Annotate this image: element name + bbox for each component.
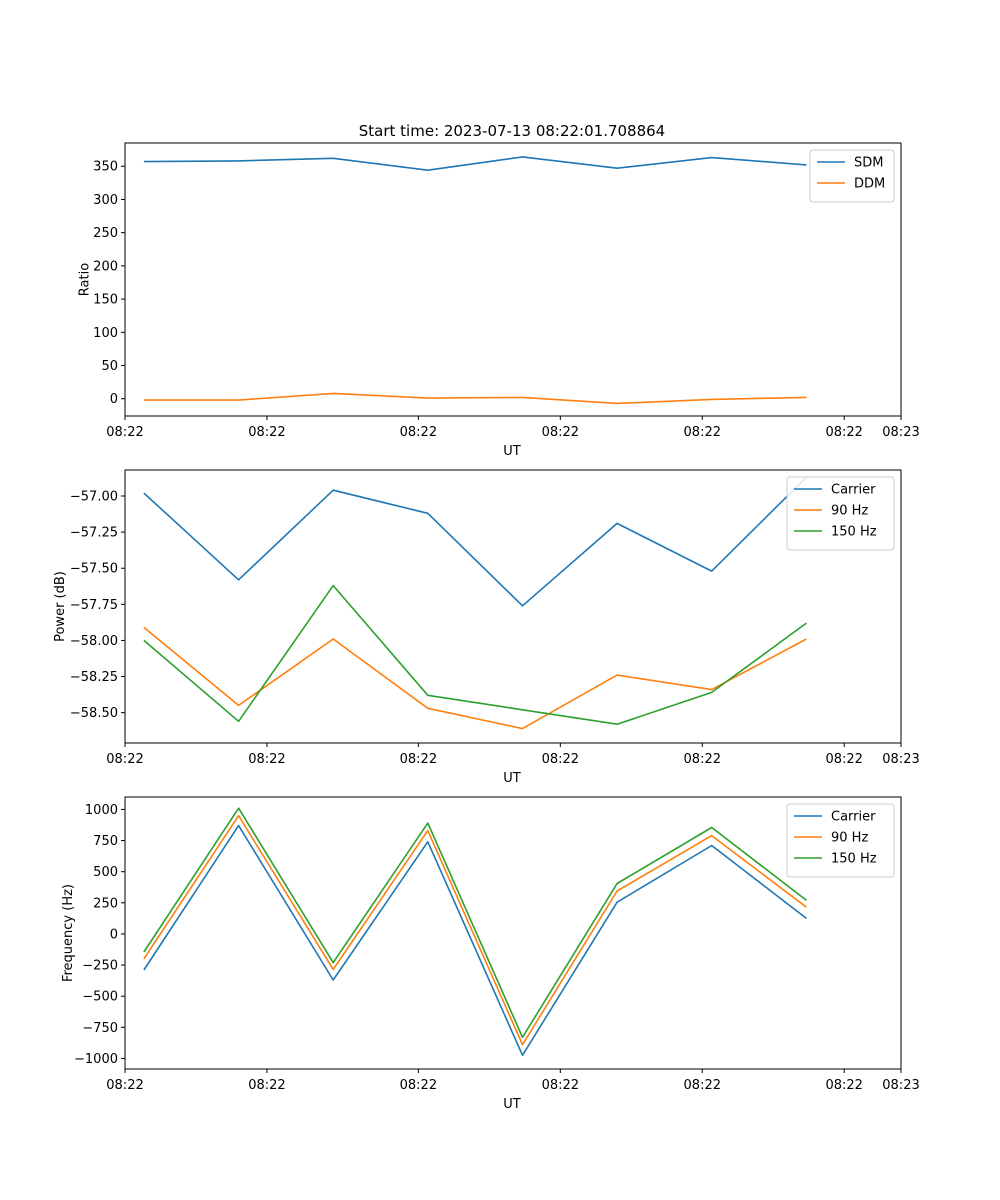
x-tick-label: 08:22: [684, 752, 721, 767]
y-tick-label: 1000: [85, 803, 118, 818]
legend-label: SDM: [854, 156, 883, 171]
panel-2: −58.50 −58.25 −58.00 −57.75 −57.50 −57.25 −57.…: [53, 469, 920, 786]
x-tick-label: 08:22: [248, 1078, 285, 1093]
legend-label: Carrier: [831, 810, 876, 825]
y-tick-label: −58.00: [70, 634, 118, 649]
series-line-sdm: [143, 156, 807, 171]
x-tick-label: 08:22: [106, 752, 143, 767]
figure-title: Start time: 2023-07-13 08:22:01.708864: [359, 122, 665, 140]
x-tick-label: 08:22: [684, 425, 721, 440]
y-tick-label: −750: [82, 1021, 118, 1036]
series-line-ddm: [143, 392, 807, 405]
x-tick-label: 08:22: [106, 425, 143, 440]
x-tick-label: 08:22: [825, 752, 862, 767]
y-tick-label: 300: [93, 193, 118, 208]
axes-frame: [124, 469, 902, 744]
x-tick-label: 08:22: [684, 1078, 721, 1093]
x-axis-label: UT: [503, 1097, 521, 1112]
panels: 0 50 100 150 200 250 300 350 08:22 08:22 08:22 08:2…: [53, 142, 920, 1112]
y-tick-label: −57.75: [70, 598, 118, 613]
y-tick-label: −500: [82, 990, 118, 1005]
legend-label: 150 Hz: [831, 525, 877, 540]
legend-label: 90 Hz: [831, 504, 868, 519]
x-tick-label: 08:22: [825, 425, 862, 440]
legend-label: DDM: [854, 177, 885, 192]
x-tick-label: 08:23: [882, 752, 919, 767]
series-line-150-hz: [143, 807, 807, 1039]
y-tick-label: −57.25: [70, 526, 118, 541]
x-axis-label: UT: [503, 444, 521, 459]
x-tick-label: 08:22: [542, 752, 579, 767]
y-axis-label: Ratio: [77, 263, 92, 296]
axes-frame: [124, 796, 902, 1070]
axes-frame: [124, 142, 902, 417]
x-tick-label: 08:22: [400, 1078, 437, 1093]
x-tick-label: 08:23: [882, 1078, 919, 1093]
series-line-90-hz: [143, 626, 807, 730]
y-tick-label: 350: [93, 160, 118, 175]
y-tick-label: −57.50: [70, 562, 118, 577]
series-line-150-hz: [143, 584, 807, 726]
x-tick-label: 08:22: [400, 752, 437, 767]
y-tick-label: −58.50: [70, 706, 118, 721]
y-tick-label: 250: [93, 226, 118, 241]
series-line-carrier: [143, 476, 807, 607]
legend-label: Carrier: [831, 483, 876, 498]
y-tick-label: 750: [93, 834, 118, 849]
y-tick-label: 500: [93, 865, 118, 880]
y-tick-label: 0: [110, 392, 118, 407]
x-tick-label: 08:22: [825, 1078, 862, 1093]
y-axis-label: Frequency (Hz): [61, 884, 76, 982]
y-tick-label: 200: [93, 259, 118, 274]
panel-3: −1000 −750 −500 −250 0 250 500 750 1000 08:22 08:2…: [61, 796, 920, 1112]
legend-label: 90 Hz: [831, 831, 868, 846]
series-line-carrier: [143, 824, 807, 1057]
y-tick-label: 150: [93, 293, 118, 308]
y-tick-label: 0: [110, 927, 118, 942]
x-tick-label: 08:22: [542, 1078, 579, 1093]
legend-label: 150 Hz: [831, 852, 877, 867]
y-tick-label: 250: [93, 896, 118, 911]
y-tick-label: 100: [93, 326, 118, 341]
x-axis-label: UT: [503, 771, 521, 786]
y-tick-label: −58.25: [70, 670, 118, 685]
y-axis-label: Power (dB): [53, 571, 68, 642]
y-tick-label: −57.00: [70, 490, 118, 505]
x-tick-label: 08:22: [106, 1078, 143, 1093]
x-tick-label: 08:22: [248, 425, 285, 440]
x-tick-label: 08:22: [400, 425, 437, 440]
legend-box: [809, 149, 895, 203]
x-tick-label: 08:22: [248, 752, 285, 767]
series-line-90-hz: [143, 814, 807, 1046]
y-tick-label: −1000: [74, 1052, 118, 1067]
y-tick-label: −250: [82, 959, 118, 974]
panel-1: 0 50 100 150 200 250 300 350 08:22 08:22 08:22 08:2…: [77, 142, 920, 459]
x-tick-label: 08:22: [542, 425, 579, 440]
y-tick-label: 50: [101, 359, 118, 374]
x-tick-label: 08:23: [882, 425, 919, 440]
